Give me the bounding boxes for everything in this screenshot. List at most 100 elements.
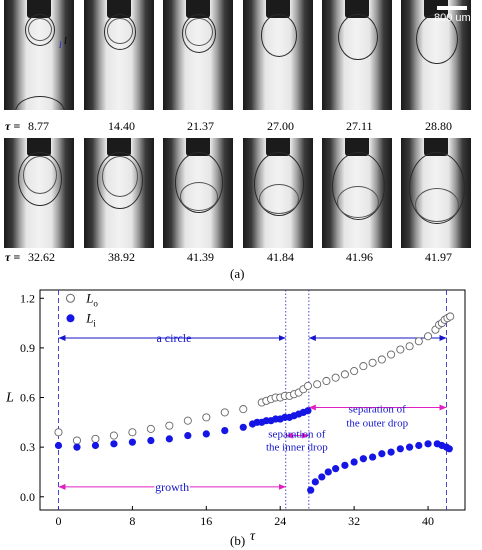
inner-drop	[185, 18, 213, 47]
data-point-Lo	[387, 350, 396, 359]
outer-length-mark: l	[64, 36, 67, 47]
outer-drop	[25, 14, 55, 46]
nozzle	[186, 138, 210, 156]
droplet-frame	[243, 138, 313, 248]
outer-drop	[260, 14, 298, 57]
annotation-label: separation of	[349, 403, 406, 415]
tau-value: 41.97	[425, 250, 452, 264]
nozzle	[345, 0, 369, 18]
data-point-Lo	[91, 434, 100, 443]
data-point-Li	[311, 478, 319, 486]
nozzle	[107, 138, 131, 156]
data-point-Lo	[350, 367, 359, 376]
tau-value: 41.84	[267, 250, 294, 264]
tau-value: 41.96	[346, 250, 373, 264]
data-point-Li	[147, 436, 155, 445]
droplet-frame	[322, 138, 392, 248]
data-point-Li	[307, 486, 315, 494]
plot-frame	[39, 289, 466, 511]
data-point-Lo	[322, 376, 331, 386]
x-tick-label: 24	[274, 514, 286, 528]
data-point-Lo	[303, 381, 312, 390]
nozzle	[27, 138, 51, 156]
droplet-frame	[322, 0, 392, 110]
chart-panel-b: 0 8 16 24 32 40 0.0 0.3 0.6 0.9 1.2 τ La circle separ…	[5, 289, 466, 544]
annotation-label: separation of	[268, 429, 325, 441]
inner-drop	[22, 156, 58, 195]
nozzle	[345, 138, 369, 156]
data-point-Li	[202, 430, 210, 438]
x-tick-label: 16	[200, 514, 212, 528]
data-point-Li	[324, 468, 332, 476]
data-point-Lo	[446, 312, 455, 321]
inner-drop	[28, 18, 52, 41]
data-point-Li	[54, 441, 63, 450]
tau-prefix: τ =	[5, 250, 21, 264]
data-point-Li	[184, 431, 192, 440]
data-point-Lo	[128, 428, 137, 437]
scale-bar-label: 800 um	[434, 12, 471, 24]
data-point-Li	[165, 435, 173, 443]
droplet-frame	[4, 138, 74, 248]
data-point-Li	[318, 473, 326, 481]
y-axis-label: L	[5, 391, 14, 406]
data-point-Li	[415, 441, 423, 450]
scale-bar	[437, 6, 467, 10]
nozzle	[424, 0, 448, 18]
tau-value: 41.39	[187, 250, 214, 264]
data-point-Li	[341, 461, 349, 469]
inner-drop	[179, 182, 219, 211]
data-point-Li	[239, 423, 247, 431]
tau-value: 28.80	[425, 119, 452, 133]
legend-label: Lo	[85, 290, 98, 308]
data-point-Lo	[396, 345, 405, 354]
data-point-Lo	[109, 431, 118, 440]
legend-label-subscript: o	[93, 298, 98, 308]
data-point-Li	[445, 445, 453, 453]
data-point-Li	[405, 443, 414, 451]
data-point-Lo	[202, 413, 211, 422]
nozzle	[424, 138, 448, 156]
data-point-Lo	[414, 337, 423, 346]
tau-value: 21.37	[187, 119, 214, 133]
nozzle	[27, 0, 51, 18]
droplet-frame	[163, 0, 233, 110]
annotation-label: the inner drop	[266, 442, 328, 454]
inner-length-mark: l	[59, 40, 62, 50]
data-point-Li	[369, 453, 377, 461]
data-point-Li	[396, 445, 404, 453]
tau-value: 32.62	[28, 250, 55, 264]
data-point-Li	[424, 440, 432, 448]
nozzle	[266, 138, 290, 156]
data-point-Li	[332, 465, 340, 473]
outer-drop	[409, 152, 465, 224]
legend-label-main: L	[85, 290, 93, 305]
data-point-Lo	[72, 436, 82, 445]
tau-prefix: τ =	[5, 119, 21, 133]
outer-drop	[416, 14, 458, 64]
x-tick-label: 40	[422, 514, 434, 528]
panel-b-label: (b)	[230, 533, 246, 548]
data-point-Lo	[165, 421, 174, 430]
data-point-Lo	[377, 355, 386, 364]
droplet-frame	[243, 0, 313, 110]
legend-marker	[66, 314, 75, 323]
data-point-Li	[221, 427, 229, 435]
tau-value: 27.11	[346, 119, 373, 133]
data-point-Lo	[423, 332, 433, 341]
tau-value: 38.92	[108, 250, 135, 264]
data-point-Li	[91, 441, 100, 450]
legend-label-subscript: i	[93, 318, 96, 328]
data-point-Lo	[220, 408, 229, 417]
droplet-frame	[401, 0, 471, 110]
panel-a-label: (a)	[230, 266, 245, 281]
data-point-Li	[110, 440, 118, 448]
x-tick-label: 32	[348, 514, 360, 528]
data-point-Lo	[340, 370, 349, 379]
tau-value: 8.77	[28, 119, 49, 133]
annotation-label: a circle	[156, 331, 191, 345]
legend-label: Li	[85, 310, 96, 328]
y-tick-label: 0.6	[20, 391, 35, 405]
photo-panel-a: l l 8.77 14.40 21.37 27.00 27.11 28.80 τ = 32.62 3…	[0, 0, 482, 270]
droplet-frame	[84, 138, 154, 248]
